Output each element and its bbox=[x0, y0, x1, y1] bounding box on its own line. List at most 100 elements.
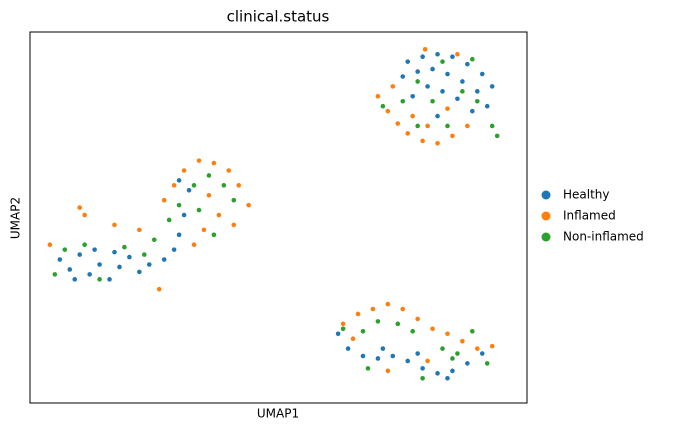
point bbox=[390, 84, 396, 89]
point bbox=[196, 158, 202, 163]
point bbox=[395, 121, 401, 126]
legend-marker bbox=[541, 232, 551, 242]
point bbox=[484, 103, 490, 109]
point bbox=[450, 54, 455, 60]
point bbox=[375, 356, 381, 361]
point bbox=[82, 212, 87, 218]
point bbox=[435, 113, 440, 119]
point bbox=[161, 197, 167, 203]
point bbox=[137, 227, 142, 233]
point bbox=[455, 351, 460, 356]
point bbox=[107, 277, 112, 282]
point bbox=[176, 232, 182, 238]
point bbox=[460, 89, 465, 94]
point bbox=[142, 252, 147, 257]
point bbox=[360, 353, 366, 359]
point bbox=[430, 326, 435, 332]
point bbox=[440, 89, 445, 94]
point bbox=[186, 187, 192, 193]
point bbox=[435, 371, 440, 376]
point bbox=[181, 168, 187, 173]
point bbox=[340, 321, 346, 327]
point bbox=[191, 242, 197, 248]
point bbox=[445, 71, 450, 77]
point bbox=[479, 71, 485, 77]
point bbox=[375, 94, 381, 99]
point bbox=[171, 183, 177, 188]
point bbox=[445, 331, 450, 337]
point bbox=[484, 361, 490, 366]
point bbox=[72, 277, 78, 282]
point bbox=[350, 336, 356, 341]
chart-title: clinical.status bbox=[227, 8, 330, 26]
point bbox=[445, 123, 450, 129]
point bbox=[470, 108, 475, 114]
point bbox=[465, 361, 470, 366]
point bbox=[489, 123, 495, 129]
point bbox=[440, 346, 445, 351]
point bbox=[425, 123, 430, 129]
point bbox=[470, 328, 475, 334]
point bbox=[465, 61, 470, 67]
point bbox=[137, 269, 142, 275]
point bbox=[445, 106, 450, 111]
point bbox=[211, 232, 217, 238]
point bbox=[445, 375, 450, 381]
point bbox=[146, 262, 152, 267]
point bbox=[196, 207, 202, 213]
point bbox=[226, 168, 232, 173]
point bbox=[211, 160, 217, 166]
point bbox=[455, 96, 460, 102]
x-axis-label: UMAP1 bbox=[257, 407, 299, 421]
point bbox=[435, 51, 440, 57]
point bbox=[435, 141, 440, 146]
point bbox=[385, 108, 391, 114]
point bbox=[201, 227, 207, 233]
point bbox=[415, 123, 420, 129]
point bbox=[122, 244, 127, 250]
point bbox=[67, 267, 73, 272]
legend-marker bbox=[541, 211, 551, 221]
legend-label: Healthy bbox=[563, 188, 610, 202]
point bbox=[420, 54, 425, 60]
point bbox=[440, 59, 445, 64]
legend-label: Inflamed bbox=[563, 209, 616, 223]
legend-marker bbox=[541, 190, 551, 200]
point bbox=[470, 56, 475, 62]
point bbox=[479, 351, 485, 356]
point bbox=[380, 103, 386, 109]
point bbox=[415, 69, 420, 74]
point bbox=[246, 202, 251, 208]
y-axis-label: UMAP2 bbox=[9, 197, 23, 239]
point bbox=[82, 242, 87, 248]
point bbox=[420, 366, 425, 371]
point bbox=[410, 113, 415, 119]
point bbox=[450, 368, 455, 374]
point bbox=[335, 331, 341, 337]
point bbox=[221, 183, 227, 188]
point bbox=[489, 84, 495, 89]
point bbox=[156, 286, 162, 292]
point bbox=[52, 272, 58, 277]
point bbox=[206, 173, 212, 178]
points bbox=[47, 47, 500, 381]
point bbox=[57, 257, 63, 262]
point bbox=[385, 368, 391, 374]
point bbox=[475, 89, 480, 94]
point bbox=[176, 202, 182, 208]
point bbox=[236, 183, 242, 188]
point bbox=[345, 346, 351, 351]
point bbox=[475, 346, 480, 351]
legend-label: Non-inflamed bbox=[563, 230, 644, 244]
point bbox=[385, 301, 391, 307]
point bbox=[410, 328, 415, 334]
point bbox=[405, 358, 411, 364]
point bbox=[494, 133, 500, 139]
point bbox=[425, 84, 430, 89]
point bbox=[430, 98, 435, 104]
point bbox=[405, 59, 411, 64]
point bbox=[390, 353, 396, 359]
point bbox=[176, 178, 182, 183]
point bbox=[420, 138, 425, 144]
legend: Healthy Inflamed Non-inflamed bbox=[541, 188, 644, 244]
